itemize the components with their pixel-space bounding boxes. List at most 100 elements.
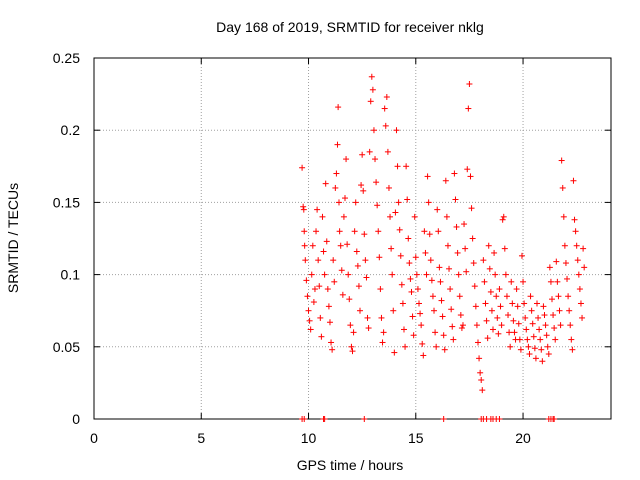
data-point: [305, 307, 312, 314]
data-point: [361, 416, 368, 422]
data-point: [353, 248, 360, 255]
y-tick-label: 0.2: [61, 122, 81, 138]
data-point: [446, 265, 453, 272]
data-point: [493, 293, 500, 300]
data-point: [421, 228, 428, 235]
y-tick-label: 0.05: [53, 339, 80, 355]
data-point: [328, 339, 335, 346]
data-point: [341, 195, 348, 202]
data-point: [532, 355, 539, 362]
data-point: [410, 332, 417, 339]
data-point: [392, 209, 399, 216]
data-point: [568, 336, 575, 343]
data-point: [330, 257, 337, 264]
data-point: [463, 268, 470, 275]
data-point: [560, 213, 567, 220]
data-point: [452, 196, 459, 203]
data-point: [382, 122, 389, 129]
data-point: [335, 199, 342, 206]
data-point: [499, 216, 506, 223]
data-point: [374, 202, 381, 209]
data-point: [581, 264, 588, 271]
data-points: [299, 73, 588, 422]
data-point: [395, 199, 402, 206]
data-point: [317, 314, 324, 321]
data-point: [482, 300, 489, 307]
data-point: [381, 105, 388, 112]
data-point: [309, 242, 316, 249]
data-point: [359, 151, 366, 158]
data-point: [420, 352, 427, 359]
data-point: [565, 293, 572, 300]
data-point: [575, 271, 582, 278]
data-point: [402, 343, 409, 350]
data-point: [472, 303, 479, 310]
data-point: [331, 278, 338, 285]
data-point: [358, 182, 365, 189]
data-point: [310, 299, 317, 306]
data-point: [439, 313, 446, 320]
data-point: [441, 346, 448, 353]
data-point: [465, 105, 472, 112]
data-point: [314, 206, 321, 213]
data-point: [308, 271, 315, 278]
data-point: [570, 177, 577, 184]
data-point: [318, 333, 325, 340]
data-point: [377, 286, 384, 293]
data-point: [492, 271, 499, 278]
data-point: [559, 184, 566, 191]
data-point: [400, 326, 407, 333]
x-tick-label: 15: [408, 430, 424, 446]
data-point: [569, 346, 576, 353]
data-point: [513, 286, 520, 293]
data-point: [301, 242, 308, 249]
data-point: [375, 228, 382, 235]
data-point: [389, 271, 396, 278]
data-point: [498, 322, 505, 329]
data-point: [526, 351, 533, 358]
data-point: [355, 283, 362, 290]
data-point: [459, 322, 466, 329]
data-point: [304, 293, 311, 300]
data-point: [306, 317, 313, 324]
data-point: [390, 307, 397, 314]
data-point: [370, 127, 377, 134]
data-point: [503, 293, 510, 300]
data-point: [315, 257, 322, 264]
data-point: [437, 278, 444, 285]
data-point: [468, 205, 475, 212]
data-point: [321, 271, 328, 278]
data-point: [326, 319, 333, 326]
data-point: [487, 288, 494, 295]
data-point: [572, 228, 579, 235]
data-point: [549, 296, 556, 303]
data-point: [411, 213, 418, 220]
data-point: [546, 264, 553, 271]
data-point: [496, 286, 503, 293]
data-point: [321, 416, 328, 422]
data-point: [424, 173, 431, 180]
data-point: [349, 348, 356, 355]
data-point: [456, 293, 463, 300]
y-axis-label: SRMTID / TECUs: [5, 183, 21, 293]
data-point: [462, 245, 469, 252]
data-point: [530, 333, 537, 340]
data-point: [455, 271, 462, 278]
data-point: [480, 257, 487, 264]
data-point: [319, 213, 326, 220]
data-point: [307, 326, 314, 333]
data-point: [432, 329, 439, 336]
data-point: [464, 166, 471, 173]
data-point: [373, 179, 380, 186]
data-point: [525, 343, 532, 350]
axis-ticks: [93, 57, 611, 420]
data-point: [418, 322, 425, 329]
data-point: [450, 336, 457, 343]
data-point: [388, 245, 395, 252]
x-tick-labels: 0 5 10 15 20: [90, 430, 531, 446]
data-point: [551, 416, 558, 422]
x-tick-label: 20: [515, 430, 531, 446]
data-point: [564, 275, 571, 282]
x-axis-label: GPS time / hours: [297, 457, 404, 473]
